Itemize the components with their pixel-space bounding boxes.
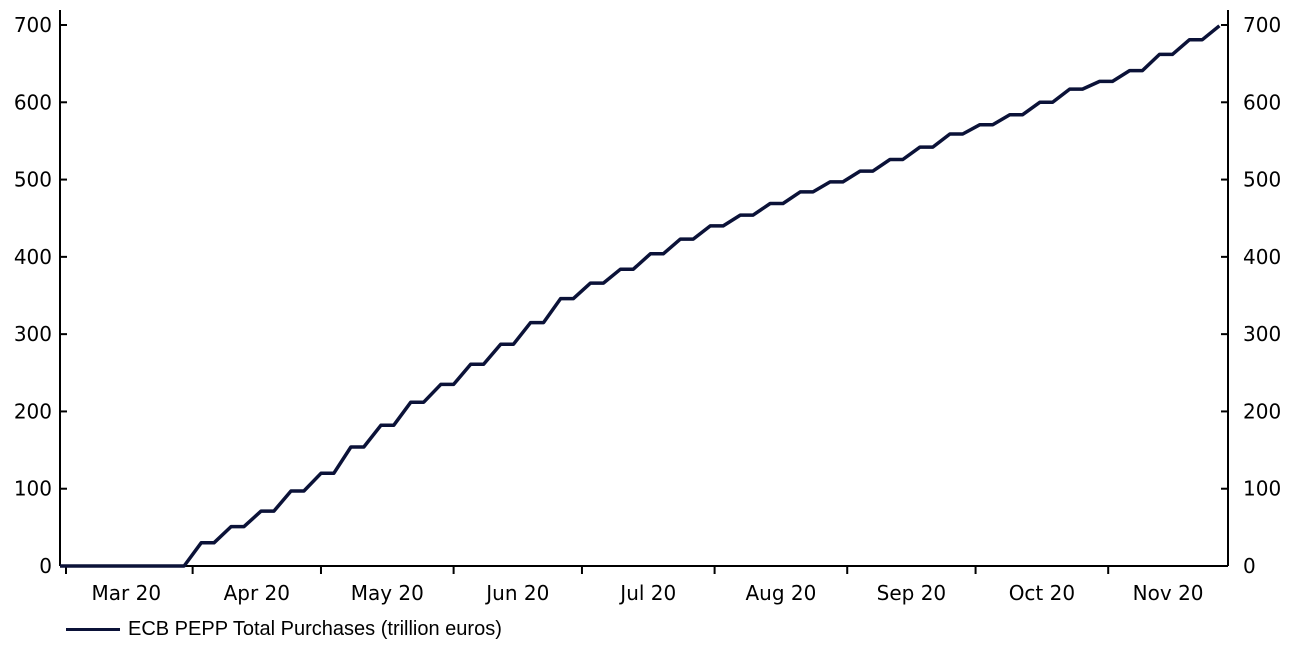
left-y-tick-label: 100 <box>14 477 52 501</box>
right-y-tick-label: 700 <box>1243 13 1281 37</box>
left-y-tick-label: 0 <box>39 554 52 578</box>
left-y-tick-label: 400 <box>14 245 52 269</box>
right-y-axis: 0 100 200 300 400 500 600 700 <box>1221 10 1281 578</box>
right-y-tick-label: 300 <box>1243 322 1281 346</box>
left-y-tick-label: 700 <box>14 13 52 37</box>
x-tick-label: Mar 20 <box>92 581 162 605</box>
right-y-tick-label: 100 <box>1243 477 1281 501</box>
x-tick-label: Apr 20 <box>224 581 290 605</box>
series-layer <box>60 24 1221 568</box>
left-y-tick-label: 200 <box>14 399 52 423</box>
left-y-axis: 0 100 200 300 400 500 600 700 <box>14 10 67 578</box>
right-y-tick-label: 200 <box>1243 399 1281 423</box>
left-y-tick-label: 600 <box>14 90 52 114</box>
left-y-tick-label: 300 <box>14 322 52 346</box>
right-y-tick-label: 400 <box>1243 245 1281 269</box>
right-y-tick-label: 0 <box>1243 554 1256 578</box>
x-tick-label: Jul 20 <box>618 581 676 605</box>
right-y-tick-label: 600 <box>1243 90 1281 114</box>
series-line <box>60 24 1221 568</box>
x-tick-label: Jun 20 <box>484 581 549 605</box>
legend-swatch <box>66 627 120 631</box>
right-y-tick-label: 500 <box>1243 168 1281 192</box>
x-tick-label: May 20 <box>351 581 424 605</box>
left-y-tick-label: 500 <box>14 168 52 192</box>
x-tick-label: Aug 20 <box>745 581 816 605</box>
x-tick-label: Oct 20 <box>1009 581 1075 605</box>
legend-label: ECB PEPP Total Purchases (trillion euros… <box>128 617 502 640</box>
x-tick-label: Sep 20 <box>877 581 947 605</box>
x-axis: Mar 20 Apr 20 May 20 Jun 20 Jul 20 Aug 20 Sep … <box>60 565 1228 605</box>
x-tick-label: Nov 20 <box>1133 581 1204 605</box>
legend: ECB PEPP Total Purchases (trillion euros… <box>66 616 502 642</box>
